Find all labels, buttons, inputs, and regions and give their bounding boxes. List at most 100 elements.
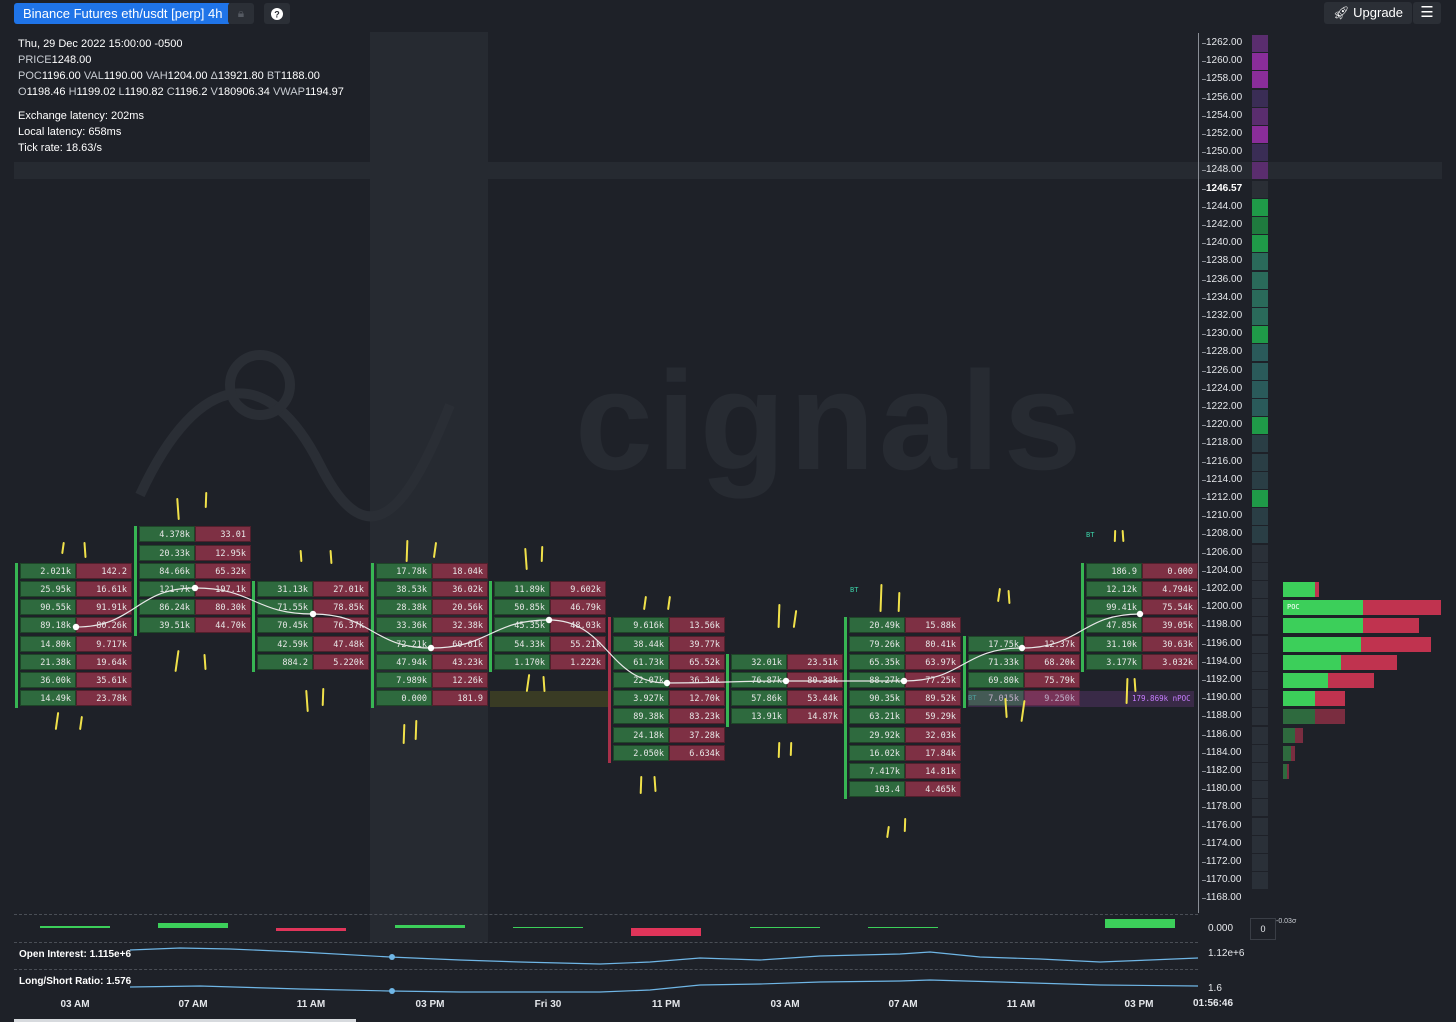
footprint-bid-cell[interactable]: 14.80k <box>20 635 76 652</box>
footprint-ask-cell[interactable]: 27.01k <box>313 581 369 597</box>
footprint-ask-cell[interactable]: 39.05k <box>1142 617 1198 634</box>
footprint-ask-cell[interactable]: 36.02k <box>432 581 488 597</box>
footprint-ask-cell[interactable]: 47.48k <box>313 635 369 652</box>
footprint-bid-cell[interactable]: 25.95k <box>20 581 76 597</box>
footprint-ask-cell[interactable]: 15.88k <box>905 617 961 634</box>
footprint-ask-cell[interactable]: 20.56k <box>432 599 488 616</box>
footprint-ask-cell[interactable]: 3.032k <box>1142 653 1198 670</box>
scrollbar-thumb[interactable] <box>14 1019 356 1022</box>
footprint-bid-cell[interactable]: 57.86k <box>731 690 787 707</box>
footprint-ask-cell[interactable]: 65.32k <box>195 562 251 579</box>
footprint-ask-cell[interactable]: 65.52k <box>669 653 725 670</box>
footprint-bid-cell[interactable]: 9.616k <box>613 617 669 634</box>
footprint-bid-cell[interactable]: 63.21k <box>849 708 905 725</box>
footprint-ask-cell[interactable]: 23.78k <box>76 690 132 707</box>
footprint-ask-cell[interactable]: 32.38k <box>432 617 488 634</box>
lock-icon[interactable]: 🔒︎ <box>228 3 254 24</box>
footprint-bid-cell[interactable]: 71.33k <box>968 653 1024 670</box>
footprint-bid-cell[interactable]: 7.989k <box>376 672 432 688</box>
footprint-ask-cell[interactable]: 76.37k <box>313 617 369 634</box>
footprint-ask-cell[interactable]: 32.03k <box>905 726 961 743</box>
footprint-ask-cell[interactable]: 9.602k <box>550 581 606 597</box>
footprint-bid-cell[interactable]: 103.4 <box>849 781 905 798</box>
footprint-bid-cell[interactable]: 45.35k <box>494 617 550 634</box>
footprint-bid-cell[interactable]: 21.38k <box>20 653 76 670</box>
footprint-bid-cell[interactable]: 12.12k <box>1086 581 1142 597</box>
symbol-button[interactable]: Binance Futures eth/usdt [perp] 4h <box>14 3 232 24</box>
footprint-bid-cell[interactable]: 16.02k <box>849 744 905 761</box>
footprint-ask-cell[interactable]: 14.87k <box>787 708 843 725</box>
footprint-bid-cell[interactable]: 90.55k <box>20 599 76 616</box>
footprint-bid-cell[interactable]: 89.38k <box>613 708 669 725</box>
footprint-bid-cell[interactable]: 2.021k <box>20 562 76 579</box>
footprint-ask-cell[interactable]: 18.04k <box>432 562 488 579</box>
footprint-ask-cell[interactable]: 55.21k <box>550 635 606 652</box>
footprint-bid-cell[interactable]: 90.35k <box>849 690 905 707</box>
help-icon[interactable]: ? <box>264 3 290 24</box>
footprint-bid-cell[interactable]: 11.89k <box>494 581 550 597</box>
footprint-bid-cell[interactable]: 86.24k <box>139 599 195 616</box>
price-axis[interactable]: 1262.00 1260.00 1258.00 1256.00 1254.00 1252.… <box>1198 0 1258 920</box>
footprint-ask-cell[interactable]: 181.9 <box>432 690 488 707</box>
footprint-bid-cell[interactable]: 79.26k <box>849 635 905 652</box>
footprint-ask-cell[interactable]: 83.23k <box>669 708 725 725</box>
footprint-ask-cell[interactable]: 59.29k <box>905 708 961 725</box>
footprint-ask-cell[interactable]: 142.2 <box>76 562 132 579</box>
footprint-bid-cell[interactable]: 20.33k <box>139 544 195 561</box>
footprint-bid-cell[interactable]: 71.55k <box>257 599 313 616</box>
footprint-ask-cell[interactable]: 89.52k <box>905 690 961 707</box>
footprint-bid-cell[interactable]: 14.49k <box>20 690 76 707</box>
footprint-bid-cell[interactable]: 13.91k <box>731 708 787 725</box>
footprint-bid-cell[interactable]: 54.33k <box>494 635 550 652</box>
footprint-bid-cell[interactable]: 47.94k <box>376 653 432 670</box>
footprint-bid-cell[interactable]: 65.35k <box>849 653 905 670</box>
footprint-ask-cell[interactable]: 16.61k <box>76 581 132 597</box>
footprint-bid-cell[interactable]: 28.38k <box>376 599 432 616</box>
footprint-ask-cell[interactable]: 12.70k <box>669 690 725 707</box>
footprint-ask-cell[interactable]: 13.56k <box>669 617 725 634</box>
footprint-ask-cell[interactable]: 9.717k <box>76 635 132 652</box>
footprint-bid-cell[interactable]: 39.51k <box>139 617 195 634</box>
footprint-bid-cell[interactable]: 84.66k <box>139 562 195 579</box>
footprint-ask-cell[interactable]: 5.220k <box>313 653 369 670</box>
footprint-bid-cell[interactable]: 36.00k <box>20 672 76 688</box>
footprint-ask-cell[interactable]: 39.77k <box>669 635 725 652</box>
footprint-bid-cell[interactable]: 61.73k <box>613 653 669 670</box>
footprint-ask-cell[interactable]: 36.34k <box>669 672 725 688</box>
footprint-bid-cell[interactable]: 17.75k <box>968 635 1024 652</box>
footprint-ask-cell[interactable]: 30.63k <box>1142 635 1198 652</box>
footprint-ask-cell[interactable]: 46.79k <box>550 599 606 616</box>
footprint-ask-cell[interactable]: 0.000 <box>1142 562 1198 579</box>
footprint-bid-cell[interactable]: 38.53k <box>376 581 432 597</box>
footprint-bid-cell[interactable]: 4.378k <box>139 526 195 543</box>
footprint-ask-cell[interactable]: 91.91k <box>76 599 132 616</box>
menu-icon[interactable]: ☰ <box>1413 2 1441 24</box>
footprint-ask-cell[interactable]: 75.79k <box>1024 672 1080 688</box>
footprint-bid-cell[interactable]: 31.13k <box>257 581 313 597</box>
footprint-bid-cell[interactable]: 99.41k <box>1086 599 1142 616</box>
footprint-ask-cell[interactable]: 23.51k <box>787 653 843 670</box>
footprint-ask-cell[interactable]: 43.23k <box>432 653 488 670</box>
footprint-bid-cell[interactable]: 2.050k <box>613 744 669 761</box>
footprint-bid-cell[interactable]: 33.36k <box>376 617 432 634</box>
footprint-bid-cell[interactable]: 70.45k <box>257 617 313 634</box>
footprint-ask-cell[interactable]: 33.01 <box>195 526 251 543</box>
footprint-bid-cell[interactable]: 186.9 <box>1086 562 1142 579</box>
upgrade-button[interactable]: 🚀︎ Upgrade <box>1324 2 1413 24</box>
footprint-ask-cell[interactable]: 1.222k <box>550 653 606 670</box>
footprint-bid-cell[interactable]: 1.170k <box>494 653 550 670</box>
footprint-ask-cell[interactable]: 68.20k <box>1024 653 1080 670</box>
footprint-ask-cell[interactable]: 75.54k <box>1142 599 1198 616</box>
footprint-bid-cell[interactable]: 32.01k <box>731 653 787 670</box>
footprint-bid-cell[interactable]: 3.177k <box>1086 653 1142 670</box>
footprint-ask-cell[interactable]: 80.30k <box>195 599 251 616</box>
footprint-ask-cell[interactable]: 6.634k <box>669 744 725 761</box>
time-axis[interactable]: 03 AM 07 AM 11 AM 03 PM Fri 30 11 PM 03 AM 07 A… <box>0 997 1200 1013</box>
footprint-ask-cell[interactable]: 9.250k <box>1024 690 1080 707</box>
footprint-chart[interactable]: 2.021k 142.2 25.95k 16.61k 90.55k 91.91k 89.18… <box>0 0 1200 920</box>
footprint-ask-cell[interactable]: 53.44k <box>787 690 843 707</box>
footprint-bid-cell[interactable]: 38.44k <box>613 635 669 652</box>
footprint-bid-cell[interactable]: 0.000 <box>376 690 432 707</box>
footprint-ask-cell[interactable]: 12.26k <box>432 672 488 688</box>
footprint-bid-cell[interactable]: 7.015k <box>968 690 1024 707</box>
